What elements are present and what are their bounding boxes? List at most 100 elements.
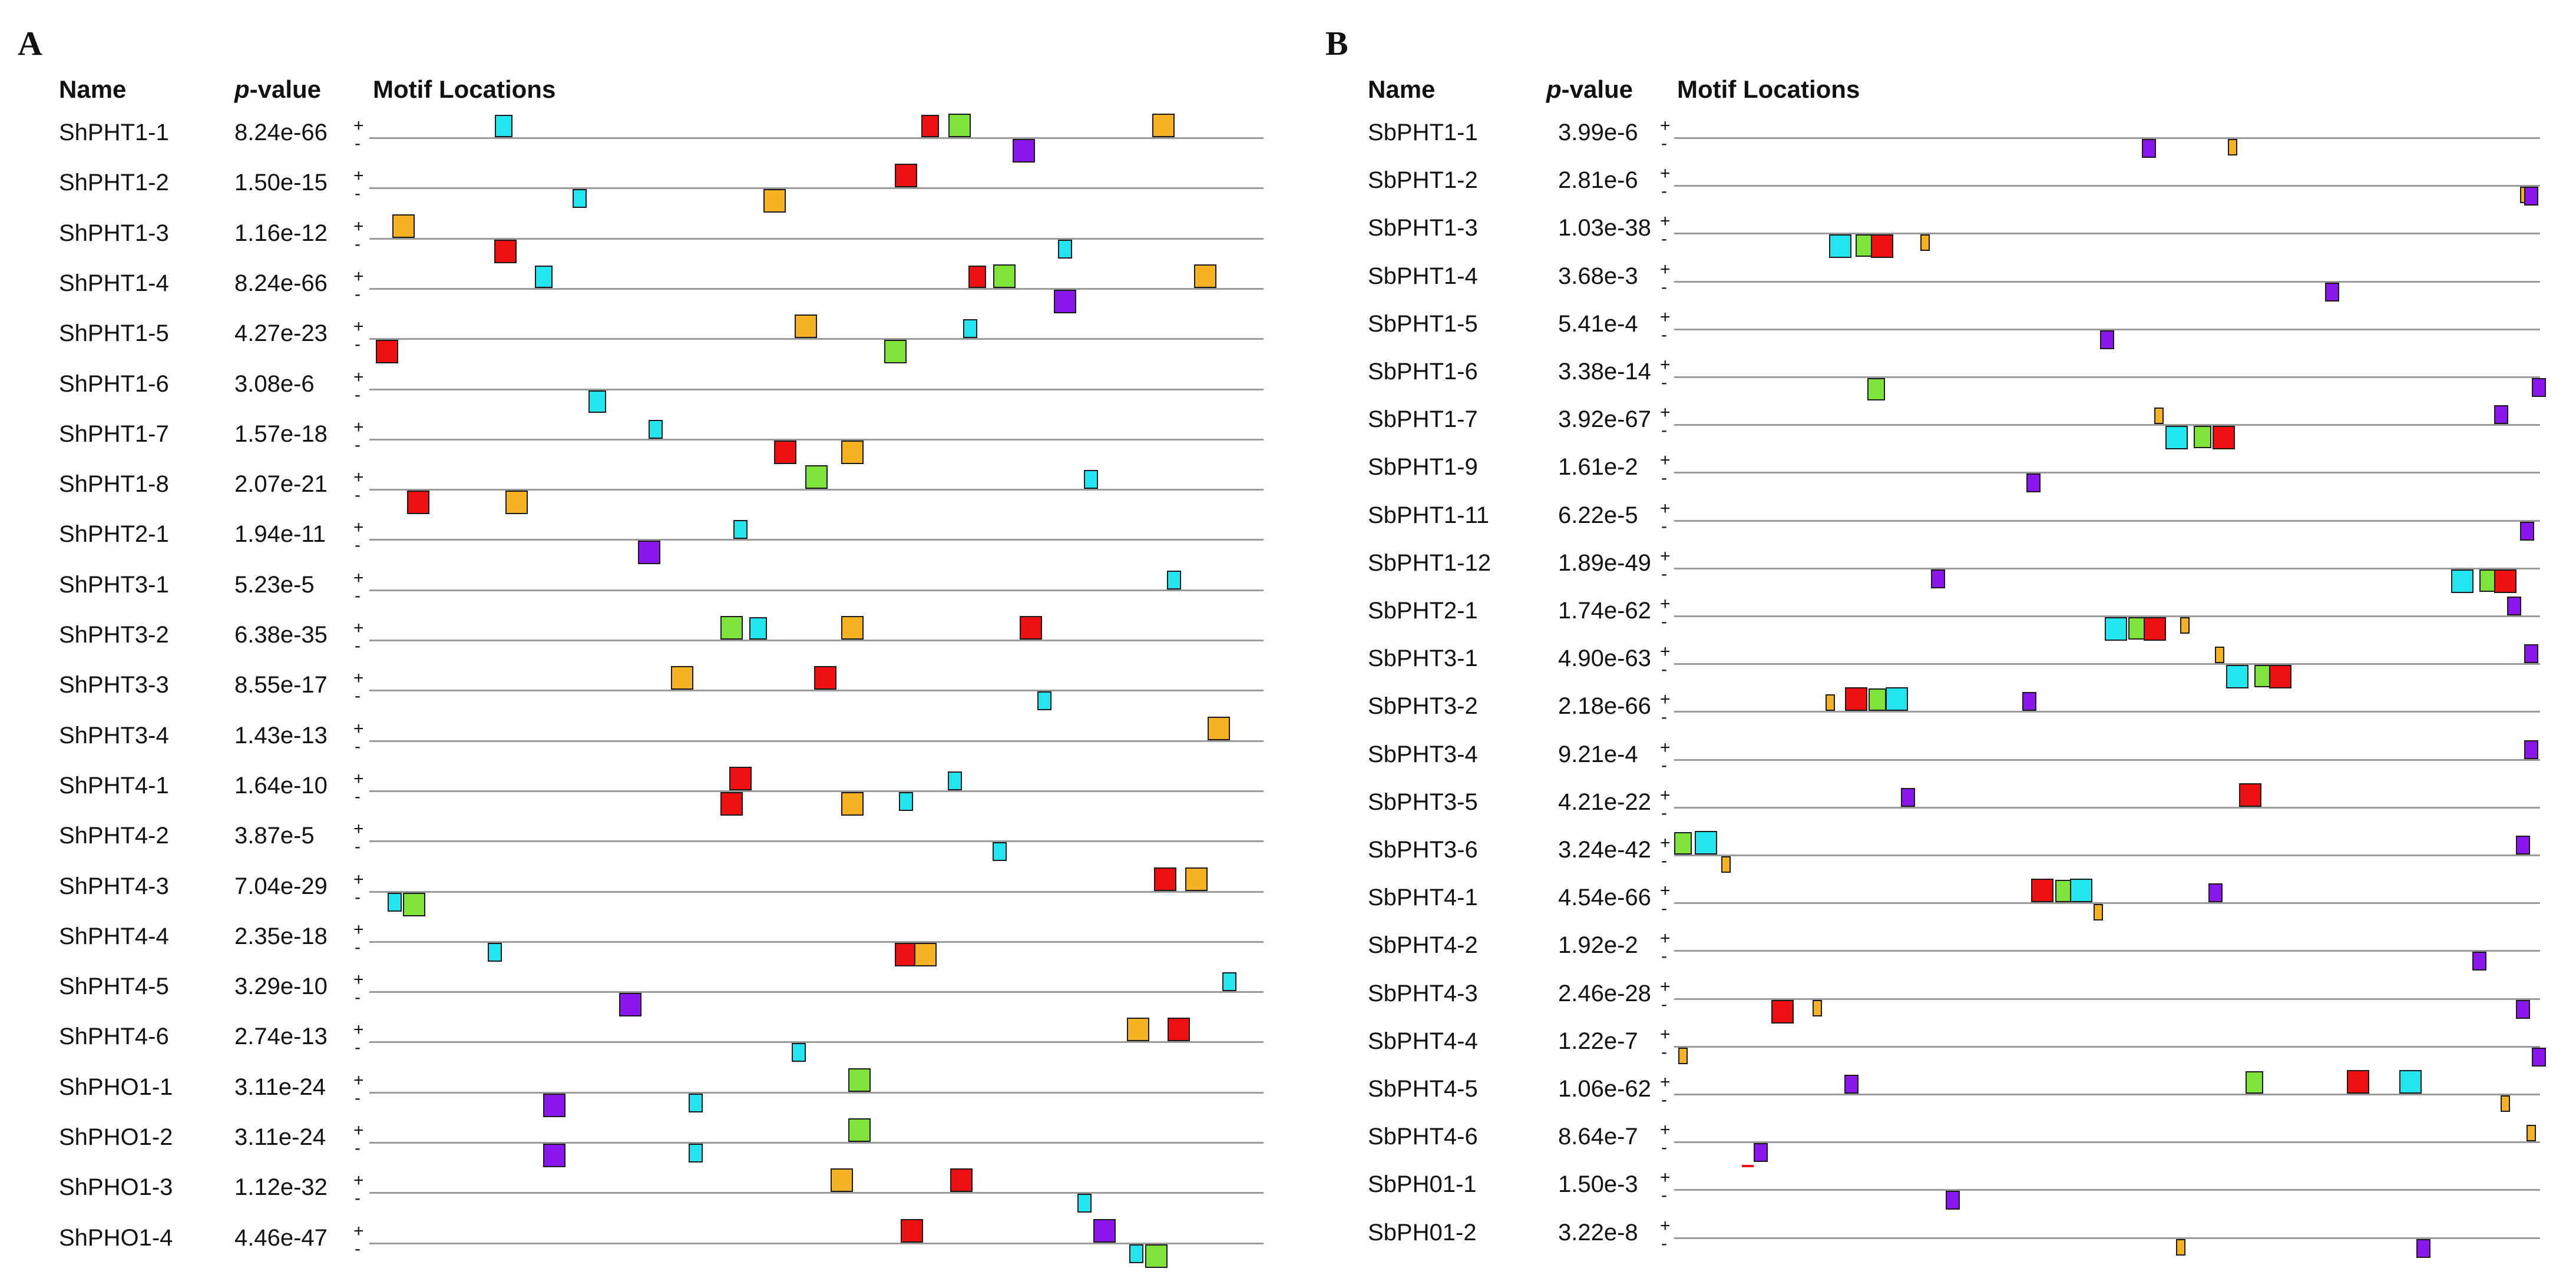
plus-strand-mark: + (353, 919, 364, 939)
gene-pvalue: 1.74e-62 (1558, 598, 1651, 624)
plus-strand-mark: + (353, 970, 364, 990)
gene-pvalue: 2.35e-18 (234, 923, 328, 949)
plus-strand-mark: + (353, 166, 364, 186)
motif-red (494, 239, 517, 263)
plus-strand-mark: + (353, 266, 364, 286)
plus-strand-mark: + (1660, 403, 1671, 423)
plus-strand-mark: + (1660, 259, 1671, 279)
gene-pvalue: 4.21e-22 (1558, 789, 1651, 815)
minus-strand-mark: - (1661, 1138, 1667, 1158)
plus-strand-mark: + (1660, 355, 1671, 375)
sequence-line (369, 438, 1264, 441)
minus-strand-mark: - (1661, 229, 1667, 249)
motif-purple (2524, 187, 2539, 206)
gene-pvalue: 1.92e-2 (1558, 932, 1638, 959)
gene-name: SbPHT3-6 (1368, 837, 1478, 863)
motif-purple (2472, 952, 2487, 971)
motif-green (1869, 688, 1887, 711)
sequence-line (369, 187, 1264, 190)
sequence-line (1674, 519, 2540, 522)
minus-strand-mark: - (355, 1138, 361, 1158)
plus-strand-mark: + (1660, 785, 1671, 805)
plus-strand-mark: + (1660, 1120, 1671, 1140)
motif-red (921, 115, 939, 137)
motif-cyan (1885, 687, 1908, 711)
header-pvalue-suffix: -value (1561, 75, 1633, 103)
motif-orange (2501, 1095, 2511, 1112)
header-pvalue: p-value (1546, 75, 1633, 104)
gene-name: SbPHT4-4 (1368, 1028, 1478, 1054)
motif-red (1167, 1018, 1190, 1042)
sequence-line (1674, 806, 2540, 809)
gene-name: ShPHO1-1 (59, 1074, 173, 1100)
sequence-line (369, 740, 1264, 742)
minus-strand-mark: - (1661, 277, 1667, 297)
motif-orange (1127, 1018, 1150, 1042)
gene-pvalue: 8.24e-66 (234, 270, 328, 296)
motif-orange (1678, 1047, 1688, 1064)
gene-pvalue: 1.64e-10 (234, 772, 328, 799)
minus-strand-mark: - (355, 435, 361, 455)
motif-cyan (689, 1093, 703, 1112)
motif-red (894, 164, 917, 188)
minus-strand-mark: - (355, 1238, 361, 1258)
minus-strand-mark: - (355, 1088, 361, 1108)
motif-cyan (2226, 665, 2248, 689)
plus-strand-mark: + (1660, 498, 1671, 518)
plus-strand-mark: + (1660, 1168, 1671, 1188)
gene-pvalue: 1.03e-38 (1558, 215, 1651, 241)
minus-strand-mark: - (1661, 1042, 1667, 1062)
plus-strand-mark: + (353, 769, 364, 789)
motif-purple (2532, 378, 2546, 397)
header-name: Name (1368, 75, 1436, 103)
sequence-line (369, 388, 1264, 390)
header-motif-locations: Motif Locations (1677, 75, 1860, 103)
gene-pvalue: 5.41e-4 (1558, 310, 1638, 337)
minus-strand-mark: - (1661, 516, 1667, 536)
gene-name: ShPHT4-3 (59, 873, 169, 899)
minus-strand-mark: - (1661, 181, 1667, 201)
motif-cyan (1222, 972, 1237, 992)
sequence-line (1674, 376, 2540, 378)
gene-name: ShPHT1-4 (59, 270, 169, 296)
plus-strand-mark: + (353, 417, 364, 437)
minus-strand-mark: - (1661, 468, 1667, 488)
gene-pvalue: 1.57e-18 (234, 420, 328, 447)
motif-cyan (791, 1043, 806, 1062)
motif-red (2213, 426, 2236, 450)
gene-pvalue: 1.22e-7 (1558, 1028, 1638, 1054)
gene-pvalue: 8.64e-7 (1558, 1124, 1638, 1150)
gene-pvalue: 1.16e-12 (234, 220, 328, 246)
motif-purple (1093, 1218, 1116, 1243)
gene-pvalue: 3.99e-6 (1558, 120, 1638, 145)
motif-purple (2506, 597, 2521, 615)
gene-pvalue: 2.74e-13 (234, 1024, 328, 1050)
minus-strand-mark: - (355, 1038, 361, 1058)
sequence-line (1674, 711, 2540, 713)
gene-pvalue: 3.11e-24 (234, 1074, 326, 1100)
panel-a: A Name p-value Motif Locations ShPHT1-1 8… (18, 24, 1264, 1268)
gene-pvalue: 3.22e-8 (1558, 1219, 1638, 1246)
motif-red (950, 1168, 973, 1193)
gene-pvalue: 3.29e-10 (234, 973, 328, 1000)
gene-pvalue: 3.68e-3 (1558, 263, 1638, 289)
motif-green (720, 616, 743, 640)
sequence-line (1674, 855, 2540, 856)
sequence-line (1674, 472, 2540, 474)
motif-cyan (2165, 426, 2188, 450)
sequence-line (1674, 1141, 2540, 1144)
motif-green (402, 892, 425, 916)
motif-purple (2524, 644, 2539, 664)
minus-strand-mark: - (1661, 1233, 1667, 1253)
plus-strand-mark: + (353, 468, 364, 488)
minus-strand-mark: - (355, 686, 361, 706)
gene-name: SbPHT1-4 (1368, 263, 1478, 289)
motif-red (1771, 999, 1794, 1024)
minus-strand-mark: - (1661, 803, 1667, 823)
gene-name: ShPHT4-5 (59, 973, 169, 1000)
sequence-line (369, 690, 1264, 692)
plus-strand-mark: + (353, 568, 364, 588)
gene-name: ShPHT1-8 (59, 471, 169, 498)
minus-strand-mark: - (355, 485, 361, 505)
gene-name: ShPHT1-3 (59, 220, 169, 246)
